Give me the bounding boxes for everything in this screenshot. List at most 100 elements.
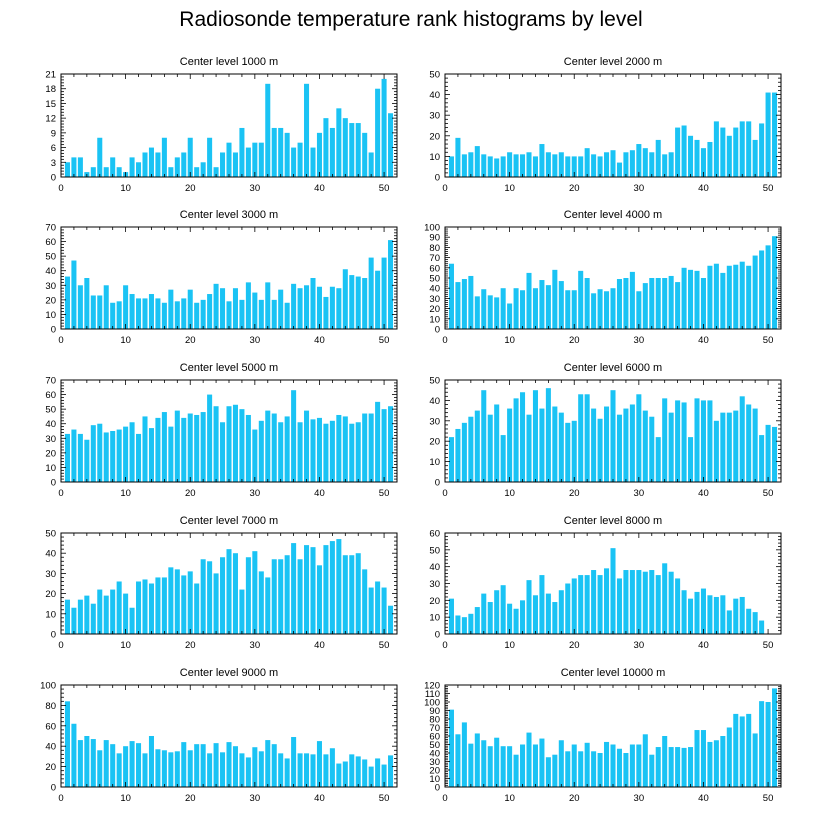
y-tick-label: 20: [429, 131, 440, 142]
bar: [226, 549, 232, 634]
bar: [388, 755, 394, 787]
bar: [252, 551, 258, 634]
bar: [342, 761, 348, 787]
x-tick-label: 10: [504, 183, 515, 194]
y-tick-label: 30: [429, 757, 440, 768]
bar: [245, 282, 251, 329]
bar: [532, 595, 538, 634]
y-tick-label: 100: [424, 223, 440, 234]
bar: [129, 741, 135, 787]
bar: [161, 577, 167, 634]
bar: [336, 288, 342, 329]
bar: [329, 748, 335, 787]
bar: [90, 603, 96, 634]
bar: [310, 147, 316, 177]
bar: [578, 270, 584, 329]
bar: [194, 744, 200, 787]
bar: [323, 545, 329, 634]
x-tick-label: 50: [763, 335, 774, 346]
bar: [284, 132, 290, 177]
bar: [668, 275, 674, 329]
bar: [155, 298, 161, 329]
bar: [181, 152, 187, 177]
bar: [381, 78, 387, 177]
bar: [220, 152, 226, 177]
bar: [97, 589, 103, 634]
bar: [726, 727, 732, 787]
y-tick-label: 40: [429, 284, 440, 295]
bar: [174, 301, 180, 329]
bar: [662, 563, 668, 634]
bar: [84, 595, 90, 634]
bar: [148, 736, 154, 787]
bar: [461, 154, 467, 177]
bar: [578, 575, 584, 634]
y-tick-label: 20: [45, 448, 56, 459]
bar: [623, 408, 629, 482]
bar: [642, 283, 648, 329]
bar: [297, 753, 303, 787]
bar: [103, 432, 109, 482]
bar: [239, 589, 245, 634]
y-tick-label: 40: [45, 266, 56, 277]
bar: [278, 753, 284, 787]
bar: [168, 426, 174, 482]
bar: [481, 740, 487, 787]
bar: [584, 278, 590, 329]
x-tick-label: 20: [185, 640, 196, 651]
bar: [336, 539, 342, 634]
bar: [381, 409, 387, 482]
bar: [675, 400, 681, 482]
bar: [161, 412, 167, 482]
y-tick-label: 10: [429, 457, 440, 468]
bar: [174, 569, 180, 634]
x-tick-label: 30: [250, 793, 261, 804]
y-tick-label: 70: [429, 723, 440, 734]
bar: [662, 736, 668, 787]
bar: [349, 555, 355, 634]
bar: [713, 121, 719, 177]
bar: [649, 278, 655, 329]
bar: [571, 744, 577, 787]
x-tick-label: 0: [58, 335, 63, 346]
y-tick-label: 30: [429, 416, 440, 427]
bar: [487, 295, 493, 329]
bar: [194, 414, 200, 482]
bar: [481, 593, 487, 634]
x-tick-label: 30: [250, 183, 261, 194]
bar: [245, 147, 251, 177]
bar: [629, 271, 635, 329]
bar: [765, 424, 771, 482]
bar: [591, 751, 597, 787]
bar: [746, 265, 752, 329]
bar: [713, 740, 719, 787]
y-tick-label: 60: [45, 237, 56, 248]
bar: [368, 413, 374, 482]
bar: [284, 416, 290, 482]
bar: [765, 702, 771, 787]
bar: [552, 754, 558, 787]
bar: [688, 269, 694, 329]
bar: [226, 301, 232, 329]
x-tick-label: 10: [120, 640, 131, 651]
bar: [629, 404, 635, 482]
x-tick-label: 30: [634, 183, 645, 194]
x-tick-label: 50: [763, 793, 774, 804]
bar: [168, 752, 174, 787]
bar: [271, 299, 277, 329]
bar: [148, 428, 154, 482]
x-tick-label: 0: [442, 335, 447, 346]
bar: [610, 390, 616, 482]
bar: [310, 419, 316, 482]
bar: [552, 269, 558, 329]
bar: [220, 557, 226, 634]
bar: [474, 146, 480, 177]
y-tick-label: 0: [51, 325, 56, 336]
bar: [265, 83, 271, 177]
bar: [629, 570, 635, 634]
x-tick-label: 10: [504, 488, 515, 499]
bar: [291, 283, 297, 329]
bar: [752, 733, 758, 787]
bar: [726, 610, 732, 634]
bar: [481, 154, 487, 177]
